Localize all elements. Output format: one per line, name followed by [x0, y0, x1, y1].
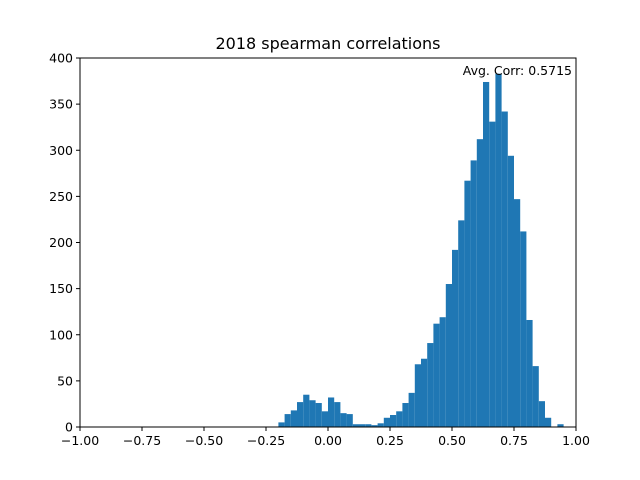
- histogram-bar-36: [501, 111, 508, 427]
- x-tick-label-4: 0.00: [314, 433, 342, 448]
- y-tick-label-6: 300: [49, 143, 73, 158]
- histogram-bar-10: [340, 413, 347, 427]
- histogram-bar-9: [334, 402, 341, 427]
- histogram-bar-5: [309, 400, 316, 427]
- histogram-bar-13: [359, 424, 366, 427]
- histogram-bar-19: [396, 411, 403, 427]
- y-tick-label-2: 100: [49, 327, 73, 342]
- histogram-bar-21: [408, 392, 415, 427]
- histogram-bar-3: [297, 402, 304, 427]
- histogram-bar-31: [470, 160, 477, 427]
- x-axis: −1.00 −0.75 −0.50 −0.25 0.00 0.25 0.50 0.75 1.00: [61, 427, 590, 448]
- histogram-bar-11: [346, 414, 353, 427]
- histogram-bar-37: [507, 155, 514, 427]
- y-tick-label-3: 150: [49, 281, 73, 296]
- y-tick-label-1: 50: [57, 373, 73, 388]
- histogram-bar-26: [439, 317, 446, 427]
- histogram-bar-43: [545, 417, 552, 427]
- histogram-bar-1: [284, 414, 291, 427]
- histogram-bar-18: [390, 415, 397, 427]
- histogram-bar-38: [514, 199, 521, 427]
- histogram-bar-28: [452, 249, 459, 427]
- x-tick-label-7: 0.75: [500, 433, 528, 448]
- histogram-bar-20: [402, 403, 409, 427]
- histogram-bar-6: [315, 403, 322, 427]
- histogram-bar-17: [383, 417, 390, 427]
- histogram-bar-25: [433, 323, 440, 427]
- histogram-bar-30: [464, 180, 471, 427]
- histogram-bars: [278, 73, 564, 428]
- histogram-bar-4: [303, 394, 310, 427]
- y-axis: 0 50 100 150 200 250 300 350 400: [49, 51, 80, 435]
- avg-corr-annotation: Avg. Corr: 0.5715: [463, 63, 572, 78]
- y-tick-label-4: 200: [49, 235, 73, 250]
- histogram-bar-29: [458, 220, 465, 427]
- histogram-bar-39: [520, 231, 527, 427]
- histogram-bar-0: [278, 422, 285, 427]
- histogram-bar-2: [290, 410, 297, 427]
- histogram-bar-41: [532, 366, 539, 427]
- histogram-bar-12: [352, 424, 359, 427]
- histogram-bar-44: [557, 424, 564, 427]
- y-tick-label-7: 350: [49, 97, 73, 112]
- histogram-bar-35: [495, 73, 502, 428]
- histogram-bar-8: [328, 397, 335, 427]
- y-tick-label-8: 400: [49, 51, 73, 66]
- x-tick-label-0: −1.00: [61, 433, 99, 448]
- x-tick-label-3: −0.25: [247, 433, 285, 448]
- x-tick-label-6: 0.50: [438, 433, 466, 448]
- histogram-bar-7: [321, 411, 328, 427]
- x-tick-label-5: 0.25: [376, 433, 404, 448]
- histogram-bar-22: [414, 364, 421, 427]
- histogram-bar-15: [371, 425, 378, 427]
- histogram-bar-33: [483, 81, 490, 428]
- y-tick-label-5: 250: [49, 189, 73, 204]
- histogram-bar-34: [489, 121, 496, 427]
- y-tick-label-0: 0: [65, 420, 73, 435]
- histogram-bar-40: [526, 319, 533, 427]
- x-tick-label-8: 1.00: [562, 433, 590, 448]
- histogram-bar-42: [538, 401, 545, 427]
- histogram-bar-32: [476, 139, 483, 427]
- histogram-bar-14: [365, 424, 372, 427]
- histogram-bar-27: [445, 284, 452, 427]
- chart-title: 2018 spearman correlations: [215, 34, 440, 53]
- histogram-bar-24: [427, 343, 434, 427]
- x-tick-label-1: −0.75: [123, 433, 161, 448]
- x-tick-label-2: −0.50: [185, 433, 223, 448]
- histogram-bar-23: [421, 358, 428, 427]
- histogram-bar-16: [377, 423, 384, 427]
